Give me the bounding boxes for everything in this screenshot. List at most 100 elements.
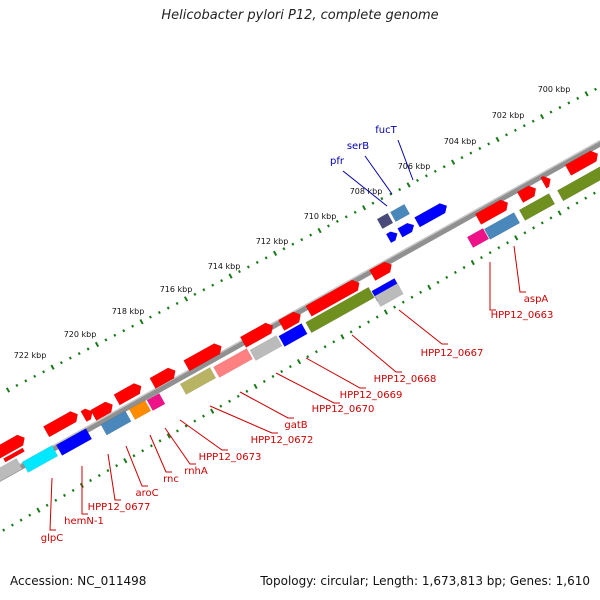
inner-tick	[306, 355, 310, 359]
inner-tick	[89, 478, 93, 483]
inner-tick	[419, 290, 423, 294]
gene-reverse	[557, 166, 600, 202]
label-leader	[81, 466, 88, 515]
outer-tick	[24, 379, 28, 383]
gene-label: HPP12_0663	[491, 310, 554, 321]
inner-tick	[367, 320, 371, 324]
inner-tick	[314, 350, 318, 354]
inner-tick	[262, 379, 266, 384]
inner-tick	[184, 424, 188, 428]
outer-tick	[113, 333, 117, 337]
outer-tick	[255, 260, 259, 264]
outer-tick	[549, 110, 553, 114]
gene-label: pfr	[330, 156, 345, 167]
gene-forward	[183, 343, 222, 372]
inner-tick	[566, 206, 570, 210]
gene-reverse	[483, 212, 521, 240]
gene-label: hemN-1	[64, 516, 104, 527]
kbp-label: 706 kbp	[398, 162, 431, 171]
outer-tick	[361, 205, 367, 211]
inner-tick	[488, 251, 492, 255]
gene-forward	[369, 261, 392, 281]
backbone-line	[0, 140, 600, 482]
outer-tick	[478, 146, 482, 151]
outer-tick	[433, 169, 437, 173]
inner-tick	[175, 429, 179, 433]
inner-tick	[497, 246, 501, 250]
gene-reverse	[249, 335, 283, 361]
outer-tick	[237, 269, 241, 274]
inner-tick	[592, 191, 596, 195]
outer-tick	[139, 318, 144, 325]
inner-tick	[445, 275, 449, 279]
outer-tick	[42, 370, 46, 374]
outer-tick	[469, 151, 473, 155]
outer-tick	[300, 238, 304, 242]
kbp-label: 708 kbp	[350, 187, 383, 196]
gene-label: rnc	[163, 474, 179, 485]
gene-reverse	[21, 445, 59, 473]
inner-tick	[210, 408, 215, 414]
gene-label: HPP12_0672	[251, 435, 314, 446]
label-leader	[351, 334, 402, 373]
inner-tick	[323, 345, 327, 349]
outer-tick	[576, 96, 580, 100]
kbp-label: 720 kbp	[64, 330, 97, 339]
outer-tick	[460, 156, 464, 160]
kbp-label: 716 kbp	[160, 285, 193, 294]
gene-label: rnhA	[184, 466, 208, 477]
gene-label: fucT	[375, 125, 397, 136]
outer-tick	[157, 310, 161, 315]
outer-tick	[531, 119, 535, 123]
inner-tick	[462, 265, 466, 270]
outer-tick	[211, 283, 215, 287]
inner-tick	[166, 433, 171, 439]
outer-tick	[344, 215, 348, 219]
inner-tick	[401, 300, 405, 304]
gene-reverse	[213, 348, 253, 378]
inner-tick	[149, 444, 153, 448]
gene-forward-steel	[389, 203, 411, 223]
outer-tick	[326, 224, 330, 228]
label-leader	[149, 434, 172, 473]
outer-tick	[540, 113, 545, 120]
outer-tick	[389, 192, 393, 196]
backbone-highlight	[0, 139, 600, 477]
accession-text: Accession: NC_011498	[10, 574, 147, 588]
gene-forward	[474, 199, 509, 225]
outer-tick	[505, 133, 508, 137]
outer-tick	[166, 306, 170, 310]
outer-tick	[86, 347, 90, 351]
gene-forward	[540, 175, 551, 189]
inner-tick	[523, 231, 527, 235]
inner-tick	[36, 507, 41, 513]
inner-tick	[132, 454, 136, 458]
label-leader	[209, 405, 278, 434]
gene-forward	[43, 411, 78, 438]
outer-tick	[513, 128, 517, 132]
outer-tick	[406, 182, 411, 188]
inner-tick	[470, 259, 475, 266]
inner-tick	[549, 216, 553, 220]
inner-tick	[436, 280, 440, 284]
outer-tick	[522, 124, 526, 128]
inner-tick	[219, 404, 223, 408]
gene-label: HPP12_0669	[340, 390, 403, 401]
gene-reverse	[466, 228, 490, 248]
outer-tick	[398, 187, 402, 192]
outer-tick	[282, 247, 286, 251]
inner-tick	[106, 469, 110, 473]
inner-tick	[245, 389, 249, 393]
inner-tick	[253, 383, 258, 390]
gene-forward-dark	[376, 212, 394, 230]
outer-tick	[272, 250, 278, 256]
inner-tick	[71, 488, 75, 492]
inner-tick	[115, 464, 119, 468]
gene-forward-blue	[385, 231, 398, 244]
outer-tick	[495, 136, 500, 143]
outer-tick	[442, 165, 446, 169]
label-leader	[239, 391, 294, 419]
inner-tick	[410, 295, 414, 299]
gene-label: HPP12_0667	[421, 348, 484, 359]
